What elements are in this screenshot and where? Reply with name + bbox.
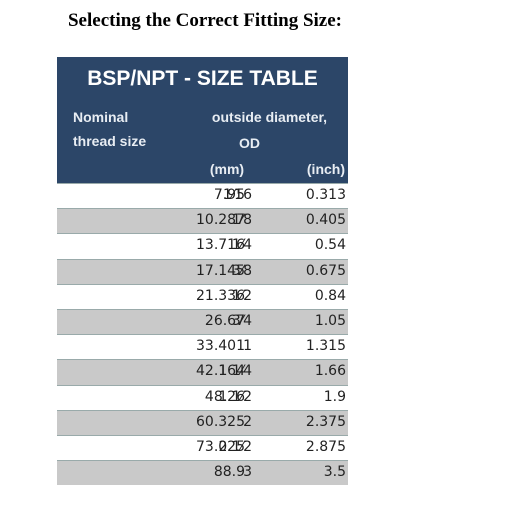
table-cell: 42.164 <box>196 363 245 380</box>
table-cell: 2 1⁄2 <box>218 439 252 455</box>
table-cell: 1⁄2 <box>231 287 252 304</box>
header-od: outside diameter, <box>211 109 328 125</box>
table-row: 2 1⁄2 73.025 2.875 <box>57 435 348 461</box>
table-cell: 0.405 <box>305 212 346 229</box>
table-cell: 21.336 <box>196 287 245 304</box>
table-row: 1 33.401 1.315 <box>57 334 348 360</box>
table-row: 3 88.9 3.5 <box>57 460 348 486</box>
table-cell: 1.315 <box>305 338 346 355</box>
table-cell: 2 <box>243 413 252 430</box>
table-cell: 0.84 <box>314 287 346 304</box>
header-nominal: Nominal <box>73 109 129 125</box>
table-cell: 26.67 <box>204 313 245 329</box>
table-cell: 3⁄4 <box>231 313 252 329</box>
header-nominal: thread size <box>73 133 147 149</box>
table-row: 1 1⁄2 48.26 1.9 <box>57 384 348 410</box>
table-cell: 3⁄8 <box>231 262 252 279</box>
size-table: BSP/NPT - SIZE TABLE Nominal thread size… <box>57 57 348 486</box>
header-unit: (mm) <box>209 161 245 177</box>
table-cell: 17.145 <box>196 262 245 279</box>
table-title: BSP/NPT - SIZE TABLE <box>87 67 318 90</box>
table-row: 1⁄8 10.287 0.405 <box>57 208 348 234</box>
table-row: 1 1⁄4 42.164 1.66 <box>57 359 348 385</box>
table-cell: 0.675 <box>305 262 346 279</box>
table-cell: 7.95 <box>213 187 245 203</box>
table-cell: 1⁄4 <box>231 237 252 254</box>
table-row: 2 60.325 2.375 <box>57 409 348 435</box>
table-cell: 2.875 <box>305 439 346 455</box>
table-cell: 1.66 <box>314 363 346 380</box>
table-cell: 1.05 <box>314 313 346 329</box>
table-cell: 60.325 <box>196 413 245 430</box>
table-row: 3⁄4 26.67 1.05 <box>57 309 348 335</box>
table-cell: 73.025 <box>196 439 245 455</box>
table-cell: 0.54 <box>314 237 346 254</box>
table-row: 1⁄2 21.336 0.84 <box>57 283 348 309</box>
table-cell: 1⁄8 <box>231 212 252 229</box>
table-row: 1⁄4 13.716 0.54 <box>57 233 348 259</box>
table-cell: 33.401 <box>196 338 245 355</box>
table-row: 1⁄16 7.95 0.313 <box>57 183 348 209</box>
table-cell: 0.313 <box>305 187 346 203</box>
table-row: 3⁄8 17.145 0.675 <box>57 258 348 284</box>
table-cell: 1 <box>243 338 252 355</box>
table-cell: 2.375 <box>305 413 346 430</box>
table-cell: 48.26 <box>204 388 245 405</box>
table-cell: 1⁄16 <box>222 187 252 203</box>
table-cell: 3.5 <box>323 464 346 481</box>
page-title: Selecting the Correct Fitting Size: <box>67 10 342 31</box>
header-unit: (inch) <box>306 161 345 177</box>
table-cell: 1.9 <box>323 388 346 405</box>
table-cell: 1 1⁄2 <box>218 388 252 405</box>
table-cell: 3 <box>243 464 252 481</box>
table-cell: 1 1⁄4 <box>218 363 252 380</box>
table-cell: 88.9 <box>213 464 245 481</box>
header-od: OD <box>239 135 260 151</box>
table-cell: 10.287 <box>196 212 245 229</box>
table-cell: 13.716 <box>196 237 245 254</box>
